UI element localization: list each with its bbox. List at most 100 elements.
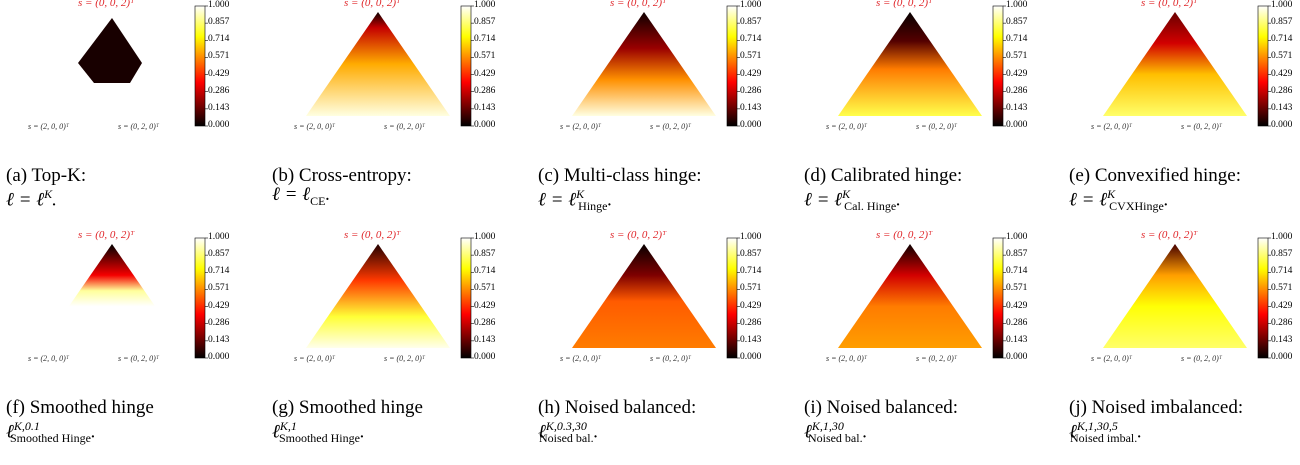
- colorbar-tick-label: 0.857: [208, 17, 230, 28]
- caption-formula: ℓ = ℓKCVXHinge.: [1069, 185, 1241, 216]
- subfigure-panel: 1.000 0.857 0.714 0.571 0.429 0.286 0.143 0.000…: [798, 229, 1058, 464]
- colorbar-tick-label: 0.143: [474, 334, 496, 345]
- formula-superscript: K,1,30: [811, 419, 844, 433]
- colorbar-tick-label: 0.571: [474, 51, 496, 62]
- formula-superscript: K,1,30,5: [1076, 419, 1118, 433]
- caption-title: (i) Noised balanced:: [804, 397, 959, 418]
- simplex-plot: [838, 5, 1006, 127]
- colorbar-tick-label: 0.429: [1006, 300, 1028, 311]
- right-vertex-label: s = (0, 2, 0)ᵀ: [916, 122, 957, 131]
- caption-formula: ℓK,0.3,30Noised bal..: [538, 417, 696, 448]
- colorbar-tick-label: 0.286: [1271, 317, 1293, 328]
- colorbar-tick-label: 0.571: [208, 283, 230, 294]
- formula-tail: .: [325, 184, 331, 205]
- subfigure-panel: 1.000 0.857 0.714 0.571 0.429 0.286 0.143 0.000…: [0, 229, 260, 464]
- colorbar-tick-label: 0.286: [474, 317, 496, 328]
- formula-subscript: Smoothed Hinge: [9, 431, 91, 446]
- formula-subscript: CE: [310, 193, 326, 208]
- colorbar-tick-label: 0.714: [740, 34, 762, 45]
- colorbar-tick-label: 0.000: [208, 352, 230, 362]
- formula-superscript: K: [44, 187, 53, 201]
- colorbar-tick-label: 0.286: [208, 85, 230, 96]
- formula-base: ℓ = ℓ: [804, 189, 843, 211]
- formula-base: ℓ: [1069, 421, 1077, 443]
- simplex-triangle: [572, 244, 716, 348]
- colorbar: [992, 237, 1004, 359]
- top-vertex-label: s = (0, 0, 2)ᵀ: [344, 229, 401, 241]
- colorbar-tick-label: 0.429: [208, 300, 230, 311]
- right-vertex-label: s = (0, 2, 0)ᵀ: [118, 354, 159, 363]
- simplex-triangle: [1103, 12, 1247, 116]
- colorbar-tick-label: 0.429: [1271, 300, 1293, 311]
- colorbar: [726, 5, 738, 127]
- caption-title: (b) Cross-entropy:: [272, 165, 412, 186]
- subfigure-panel: 1.000 0.857 0.714 0.571 0.429 0.286 0.143 0.000…: [532, 0, 792, 232]
- colorbar-tick-label: 0.857: [1271, 17, 1293, 28]
- subfigure-panel: 1.000 0.857 0.714 0.571 0.429 0.286 0.143 0.000…: [0, 0, 260, 232]
- left-vertex-label: s = (2, 0, 0)ᵀ: [1091, 122, 1132, 131]
- subfigure-caption: (e) Convexified hinge: ℓ = ℓKCVXHinge.: [1069, 166, 1241, 216]
- colorbar-tick-label: 1.000: [1271, 232, 1293, 242]
- simplex-triangle: [838, 244, 982, 348]
- colorbar-tick-label: 0.143: [740, 334, 762, 345]
- left-vertex-label: s = (2, 0, 0)ᵀ: [826, 122, 867, 131]
- colorbar-tick-label: 0.429: [1271, 68, 1293, 79]
- subfigure-caption: (a) Top-K: ℓ = ℓK.: [6, 166, 86, 209]
- colorbar-tick-label: 0.429: [1006, 68, 1028, 79]
- colorbar-tick-label: 0.000: [1006, 120, 1028, 130]
- simplex-plot: [40, 237, 208, 359]
- colorbar: [460, 5, 472, 127]
- subfigure-panel: 1.000 0.857 0.714 0.571 0.429 0.286 0.143 0.000…: [798, 0, 1058, 232]
- top-vertex-label: s = (0, 0, 2)ᵀ: [1141, 0, 1198, 9]
- colorbar-tick-label: 0.857: [740, 17, 762, 28]
- colorbar-tick-label: 0.286: [208, 317, 230, 328]
- formula-base: ℓ = ℓ: [1069, 189, 1108, 211]
- caption-formula: ℓK,0.1Smoothed Hinge.: [6, 417, 154, 448]
- formula-superscript: K,0.1: [13, 419, 40, 433]
- colorbar-tick-label: 0.143: [474, 102, 496, 113]
- subfigure-caption: (i) Noised balanced: ℓK,1,30Noised bal..: [804, 398, 958, 448]
- colorbar: [726, 237, 738, 359]
- colorbar-tick-label: 0.714: [208, 34, 230, 45]
- colorbar-tick-label: 1.000: [474, 232, 496, 242]
- formula-tail: .: [1137, 421, 1143, 443]
- colorbar-tick-label: 0.143: [208, 334, 230, 345]
- top-vertex-label: s = (0, 0, 2)ᵀ: [344, 0, 401, 9]
- simplex-triangle: [1103, 244, 1247, 348]
- colorbar-tick-label: 0.714: [1006, 266, 1028, 277]
- colorbar-tick-label: 1.000: [208, 232, 230, 242]
- caption-formula: ℓ = ℓKHinge.: [538, 185, 702, 216]
- caption-formula: ℓ = ℓK.: [6, 185, 86, 209]
- caption-title: (h) Noised balanced:: [538, 397, 697, 418]
- subfigure-panel: 1.000 0.857 0.714 0.571 0.429 0.286 0.143 0.000…: [532, 229, 792, 464]
- colorbar-tick-label: 1.000: [740, 232, 762, 242]
- formula-subscript: CVXHinge: [1109, 199, 1164, 214]
- caption-title: (d) Calibrated hinge:: [804, 165, 963, 186]
- right-vertex-label: s = (0, 2, 0)ᵀ: [384, 354, 425, 363]
- colorbar-tick-label: 0.857: [208, 249, 230, 260]
- colorbar-tick-label: 0.429: [740, 300, 762, 311]
- simplex-plot: [572, 237, 740, 359]
- colorbar-tick-label: 0.286: [1006, 317, 1028, 328]
- simplex-triangle: [306, 12, 450, 116]
- caption-formula: ℓK,1,30,5Noised imbal..: [1069, 417, 1243, 448]
- formula-subscript: Smoothed Hinge: [278, 431, 360, 446]
- right-vertex-label: s = (0, 2, 0)ᵀ: [650, 122, 691, 131]
- formula-base: ℓ: [6, 421, 14, 443]
- colorbar-tick-label: 0.571: [1006, 283, 1028, 294]
- simplex-plot: [306, 237, 474, 359]
- colorbar-tick-label: 0.429: [208, 68, 230, 79]
- formula-tail: .: [607, 189, 613, 211]
- subfigure-caption: (d) Calibrated hinge: ℓ = ℓKCal. Hinge.: [804, 166, 962, 216]
- simplex-triangle: [306, 244, 450, 348]
- caption-formula: ℓK,1Smoothed Hinge.: [272, 417, 423, 448]
- colorbar-tick-label: 0.286: [740, 85, 762, 96]
- colorbar-tick-label: 0.143: [1271, 102, 1293, 113]
- formula-tail: .: [359, 421, 365, 443]
- colorbar-tick-label: 0.571: [1006, 51, 1028, 62]
- colorbar-tick-label: 1.000: [1006, 232, 1028, 242]
- top-vertex-label: s = (0, 0, 2)ᵀ: [610, 229, 667, 241]
- simplex-triangle: [572, 12, 716, 116]
- simplex-plot: [1103, 237, 1271, 359]
- colorbar: [194, 5, 206, 127]
